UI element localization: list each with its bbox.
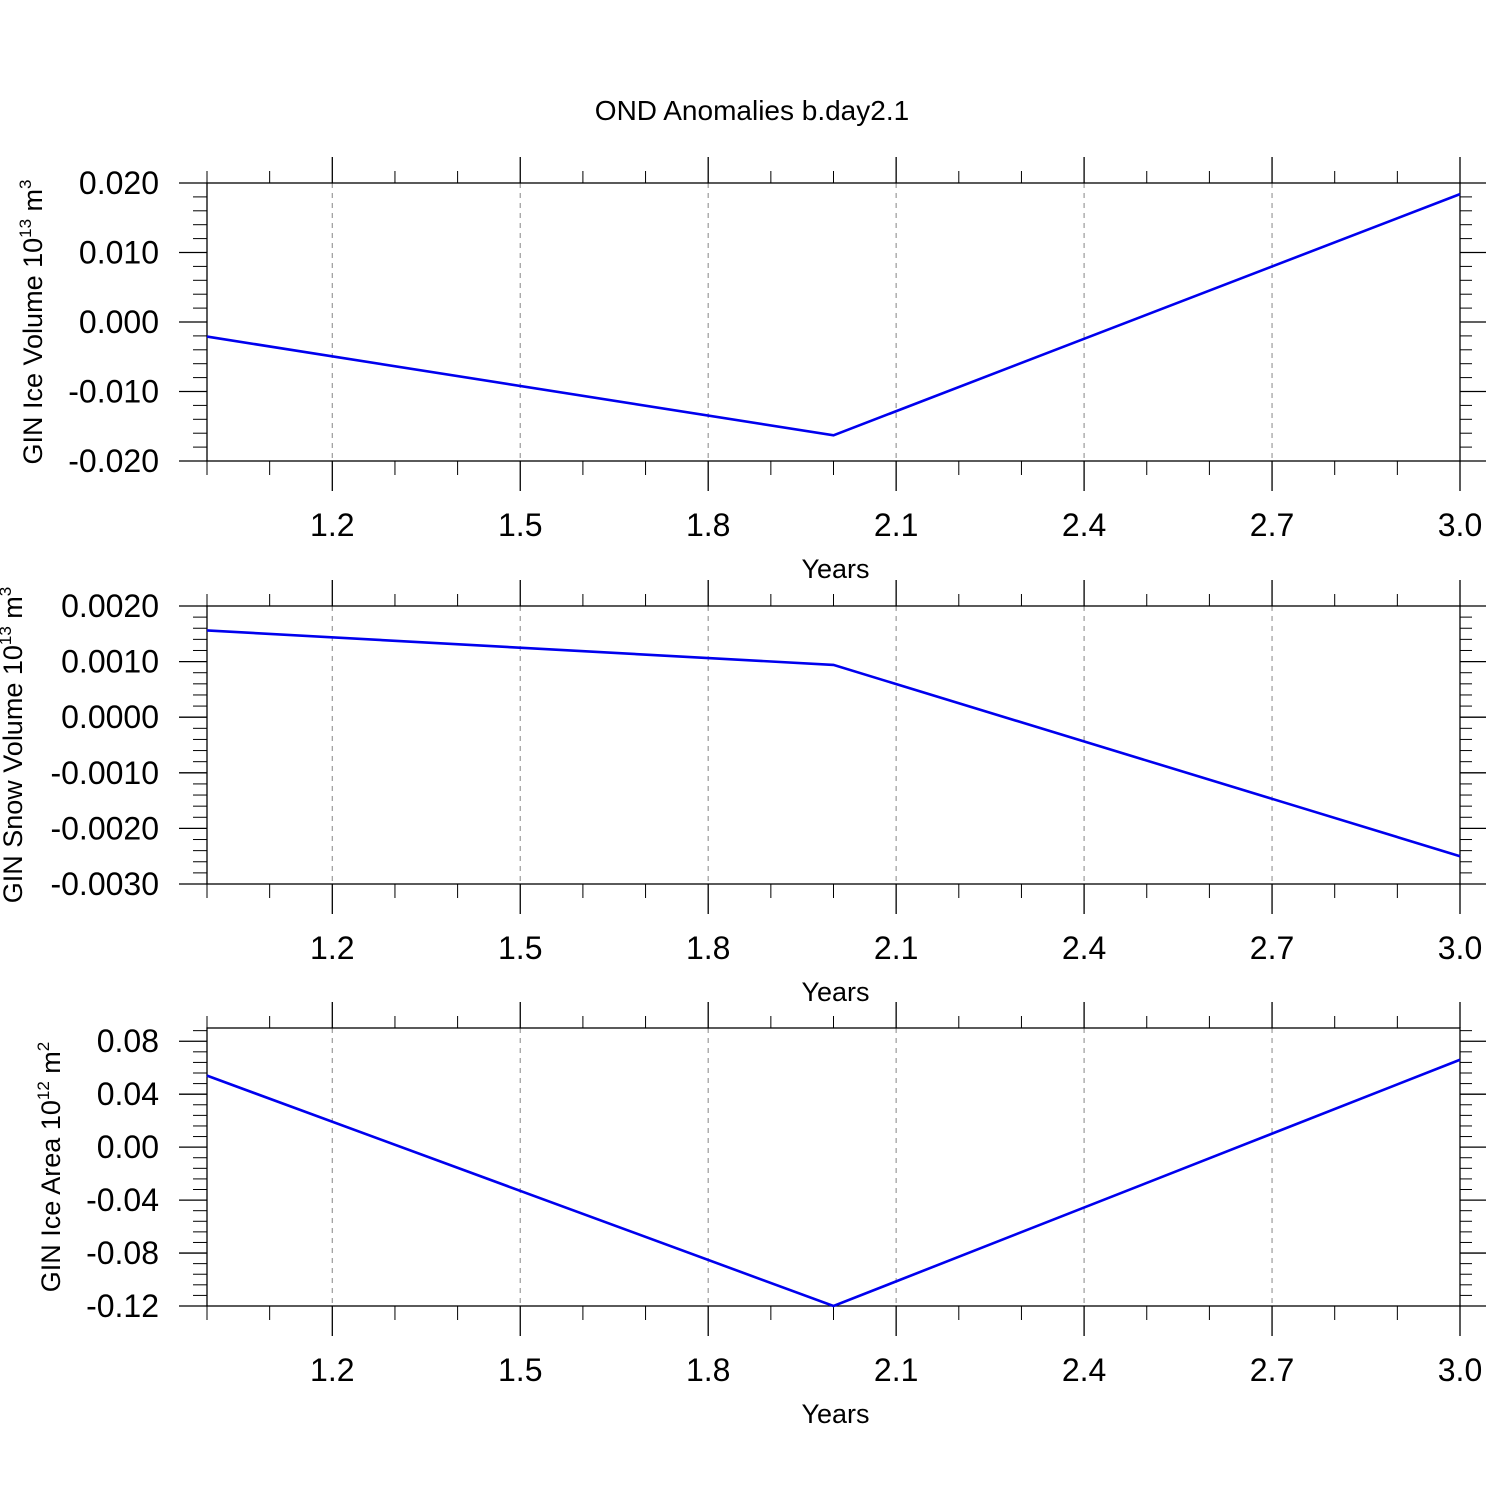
y-tick-label: -0.04: [86, 1182, 159, 1218]
series-line: [206, 629, 1461, 858]
x-tick-label: 1.8: [686, 930, 730, 966]
y-tick-label: 0.00: [97, 1129, 159, 1165]
y-axis-label: GIN Snow Volume 1013 m3: [0, 587, 28, 904]
y-tick-label: 0.0020: [61, 588, 159, 624]
y-tick-label: 0.010: [79, 235, 159, 271]
x-tick-label: 2.4: [1062, 930, 1106, 966]
y-axis-label: GIN Ice Area 1012 m2: [34, 1042, 66, 1293]
y-axis-label-superscript: 13: [16, 219, 35, 238]
x-tick-label: 3.0: [1438, 507, 1482, 543]
x-tick-label: 1.2: [310, 930, 354, 966]
x-tick-label: 3.0: [1438, 930, 1482, 966]
x-tick-label: 2.1: [874, 507, 918, 543]
y-axis-label-text: GIN Ice Volume 10: [18, 238, 48, 465]
y-tick-label: -0.0010: [50, 755, 159, 791]
x-tick-label: 2.7: [1250, 930, 1294, 966]
y-axis-label-superscript: 12: [34, 1081, 53, 1100]
x-tick-label: 1.8: [686, 1352, 730, 1388]
x-tick-label: 1.8: [686, 507, 730, 543]
chart-panel-3: 1.2 1.5 1.8 2.1 2.4 2.7 3.0 Years -0.12 -0.08 -0.0…: [34, 1002, 1486, 1429]
y-tick-label: -0.0020: [50, 810, 159, 846]
chart-panel-2: 1.2 1.5 1.8 2.1 2.4 2.7 3.0 Years -0.0030 -0.0020…: [0, 580, 1486, 1007]
x-tick-label: 2.4: [1062, 1352, 1106, 1388]
y-tick-label: 0.0000: [61, 699, 159, 735]
y-tick-label: -0.010: [68, 374, 159, 410]
y-axis-label-superscript: 13: [0, 626, 15, 645]
y-tick-label: 0.020: [79, 165, 159, 201]
x-tick-label: 1.2: [310, 1352, 354, 1388]
y-tick-label: 0.000: [79, 304, 159, 340]
x-tick-label: 1.5: [498, 1352, 542, 1388]
y-tick-label: -0.020: [68, 443, 159, 479]
y-axis-label-text: GIN Ice Area 10: [36, 1100, 66, 1292]
x-axis-label: Years: [801, 977, 869, 1007]
y-tick-label: 0.04: [97, 1076, 159, 1112]
x-axis-label: Years: [801, 1399, 869, 1429]
y-axis-label-text: GIN Snow Volume 10: [0, 645, 28, 903]
y-tick-label: -0.08: [86, 1235, 159, 1271]
y-tick-label: 0.08: [97, 1023, 159, 1059]
x-tick-label: 2.4: [1062, 507, 1106, 543]
x-tick-label: 1.5: [498, 507, 542, 543]
x-axis-label: Years: [801, 554, 869, 584]
x-tick-label: 3.0: [1438, 1352, 1482, 1388]
y-tick-label: -0.0030: [50, 866, 159, 902]
y-axis-label-superscript: 2: [34, 1042, 53, 1051]
x-tick-label: 2.1: [874, 1352, 918, 1388]
x-tick-label: 1.5: [498, 930, 542, 966]
x-tick-label: 2.1: [874, 930, 918, 966]
y-axis-label-superscript: 3: [16, 179, 35, 188]
y-tick-label: -0.12: [86, 1288, 159, 1324]
y-tick-label: 0.0010: [61, 644, 159, 680]
x-tick-label: 2.7: [1250, 507, 1294, 543]
chart-title: OND Anomalies b.day2.1: [595, 95, 909, 126]
y-axis-label-superscript: 3: [0, 587, 15, 596]
x-tick-label: 1.2: [310, 507, 354, 543]
x-tick-label: 2.7: [1250, 1352, 1294, 1388]
y-axis-label-text: m: [36, 1051, 66, 1081]
y-axis-label: GIN Ice Volume 1013 m3: [16, 179, 48, 464]
y-axis-label-text: m: [18, 189, 48, 219]
chart-panel-1: 1.2 1.5 1.8 2.1 2.4 2.7 3.0 Years -0.020 -0.010 0.…: [16, 157, 1486, 584]
y-axis-label-text: m: [0, 596, 28, 626]
